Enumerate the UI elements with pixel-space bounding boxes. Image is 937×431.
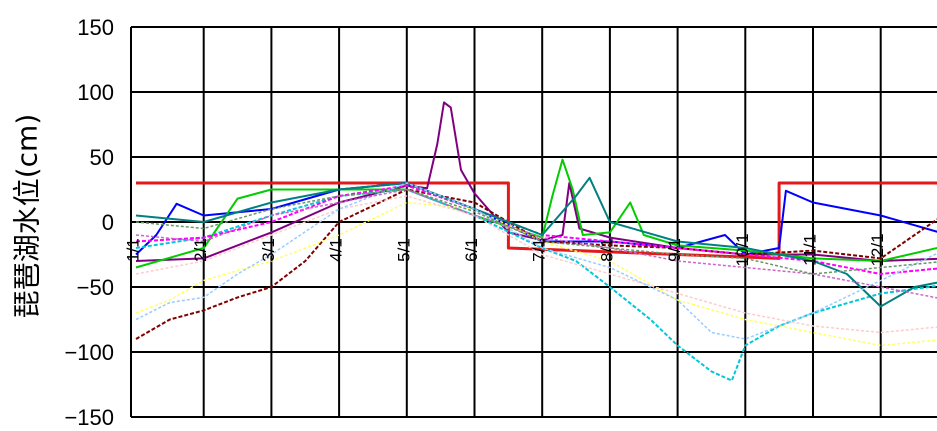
y-tick-label: −100 bbox=[64, 340, 114, 365]
y-tick-label: 100 bbox=[77, 80, 114, 105]
y-tick-label: 0 bbox=[102, 210, 114, 235]
x-tick-label: 11/1 bbox=[800, 234, 819, 266]
x-tick-label: 6/1 bbox=[462, 238, 481, 262]
y-tick-label: −50 bbox=[77, 275, 114, 300]
series-line-11 bbox=[135, 182, 937, 340]
series-line-9 bbox=[135, 176, 937, 308]
series-line-10 bbox=[135, 195, 937, 334]
y-axis-label: 琵琶湖水位(cm) bbox=[10, 113, 43, 318]
x-tick-label: 9/1 bbox=[665, 238, 684, 262]
x-tick-label: 3/1 bbox=[259, 238, 278, 262]
series-group bbox=[135, 101, 937, 382]
x-tick-label: 5/1 bbox=[394, 238, 413, 262]
x-tick-label: 2/1 bbox=[191, 238, 210, 262]
series-line-8 bbox=[135, 201, 937, 347]
x-tick-label: 4/1 bbox=[327, 238, 346, 262]
x-tick-label: 12/1 bbox=[868, 233, 887, 266]
y-axis-label-container: 琵琶湖水位(cm) bbox=[0, 0, 50, 431]
x-axis-ticks: 1/1 2/1 3/1 4/1 5/1 6/1 7/1 8/1 9/1 10/1 11/1 12/1 bbox=[123, 233, 887, 266]
series-line-13 bbox=[135, 188, 937, 275]
series-line-3 bbox=[135, 182, 937, 256]
y-tick-label: 150 bbox=[77, 15, 114, 40]
y-axis-ticks: 150 100 50 0 −50 −100 −150 bbox=[64, 15, 114, 430]
x-tick-label: 8/1 bbox=[597, 238, 616, 262]
x-tick-label: 1/1 bbox=[123, 238, 142, 262]
series-line-4 bbox=[135, 158, 937, 269]
x-tick-label: 7/1 bbox=[530, 238, 549, 262]
x-tick-label: 10/1 bbox=[733, 233, 752, 266]
series-line-6 bbox=[135, 188, 937, 340]
grid bbox=[130, 26, 937, 418]
series-line-1 bbox=[136, 181, 937, 260]
y-tick-label: 50 bbox=[90, 145, 114, 170]
y-tick-label: −150 bbox=[64, 405, 114, 430]
series-line-12 bbox=[135, 188, 937, 299]
